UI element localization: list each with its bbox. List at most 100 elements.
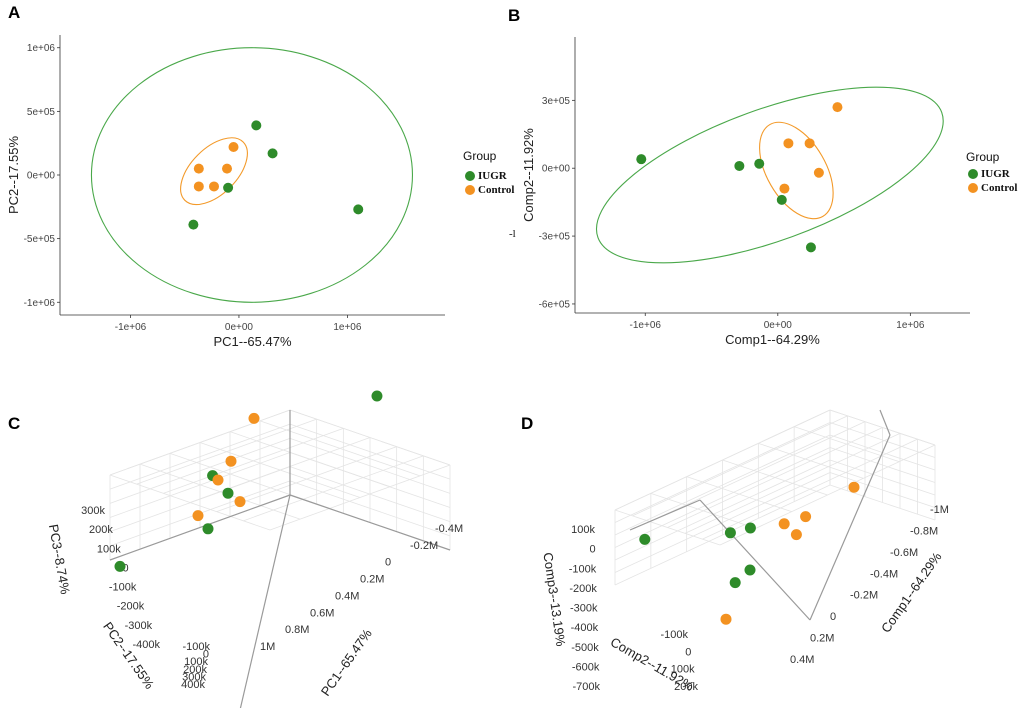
c-gridline <box>199 442 361 498</box>
d-gridline <box>829 472 936 508</box>
c-point-iugr <box>371 390 383 402</box>
a-point-iugr <box>267 148 278 159</box>
legend-label-control-a: Control <box>478 184 515 196</box>
c-point-iugr <box>222 487 234 499</box>
a-xtick-label: 0e+00 <box>225 322 254 333</box>
d-axis-line-0 <box>879 409 891 436</box>
legend-label-iugr-b: IUGR <box>981 168 1010 180</box>
pca-2d-plot-a: 1e+06 5e+05 0e+00 -5e+05 -1e+06 -1e+06 0e+00 1e… <box>6 35 445 349</box>
c-z-tick: 200k <box>89 524 113 536</box>
a-ellipse-iugr <box>90 47 414 303</box>
b-point-control <box>813 167 824 178</box>
legend-dot-control-a <box>465 185 475 195</box>
d-gridline <box>650 492 756 529</box>
c-point-iugr <box>202 523 214 535</box>
legend-dot-iugr-b <box>968 169 978 179</box>
b-ytick-label: -6e+05 <box>539 299 571 310</box>
d-point-control <box>778 518 790 530</box>
c-point-control <box>225 455 237 467</box>
c-z-tick: -100k <box>109 582 137 594</box>
b-point-control <box>783 138 794 149</box>
panel-label-a: A <box>8 3 21 22</box>
a-ytick-label: 0e+00 <box>27 171 56 182</box>
a-point-control <box>193 181 204 192</box>
c-z-tick: -200k <box>117 601 145 613</box>
b-point-iugr <box>636 154 647 165</box>
legend-title-a: Group <box>463 149 497 163</box>
c-point-iugr <box>114 560 126 572</box>
d-point-control <box>720 613 732 625</box>
b-xtick-label: 0e+00 <box>764 320 793 331</box>
legend-label-control-b: Control <box>981 182 1018 194</box>
a-xtick-label: 1e+06 <box>333 322 362 333</box>
legend-item-iugr-b: IUGR <box>968 168 1010 180</box>
c-z-tick: 100k <box>97 543 121 555</box>
d-x-tick: 0.4M <box>790 654 814 666</box>
d-point-iugr <box>724 527 736 539</box>
d-axis-line-1 <box>809 434 891 621</box>
d-z-tick: -200k <box>569 583 597 595</box>
d-z-tick: 0 <box>590 544 596 556</box>
panel-label-d: D <box>521 414 534 433</box>
a-ytick-label: -1e+06 <box>24 298 56 309</box>
b-ytick-label: 0e+00 <box>542 164 571 175</box>
c-axis-line-2 <box>109 494 291 561</box>
legend-item-control-a: Control <box>465 184 514 196</box>
d-gridline <box>829 484 936 521</box>
c-x-tick: -0.4M <box>435 523 463 535</box>
c-axis-title-2: PC3--8.74% <box>46 523 73 596</box>
a-ytick-label: -5e+05 <box>24 234 56 245</box>
d-point-iugr <box>729 577 741 589</box>
d-x-tick: -0.6M <box>890 547 918 559</box>
d-x-tick: 0.2M <box>810 633 834 645</box>
d-axis-line-2 <box>699 499 811 621</box>
d-y-tick: -100k <box>660 629 688 641</box>
a-point-iugr <box>251 120 262 131</box>
d-axis-title-0: Comp1--64.29% <box>878 549 945 636</box>
c-x-tick: 0.2M <box>360 574 384 586</box>
b-point-control <box>832 102 843 113</box>
c-y-tick: 0 <box>203 649 209 661</box>
d-x-tick: -0.4M <box>870 568 898 580</box>
c-z-tick: -400k <box>132 639 160 651</box>
d-z-tick: -300k <box>570 603 598 615</box>
c-y-tick: 200k <box>183 664 207 676</box>
b-ellipse-group-control <box>759 121 834 220</box>
d-point-control <box>790 529 802 541</box>
c-axis-line-3 <box>239 494 291 708</box>
d-x-tick: -0.8M <box>910 525 938 537</box>
c-x-tick: 0.8M <box>285 624 309 636</box>
a-point-control <box>209 181 219 192</box>
c-axis-line-1 <box>289 494 451 551</box>
c-x-tick: 0.4M <box>335 590 359 602</box>
c-gridline <box>269 464 451 531</box>
b-ellipse-group-iugr <box>595 86 944 264</box>
a-point-iugr <box>223 182 234 193</box>
stray-mark: -l <box>509 228 516 240</box>
d-gridline <box>614 484 831 586</box>
c-x-tick: 0 <box>385 557 391 569</box>
b-point-iugr <box>754 158 765 169</box>
a-ellipse-control <box>180 137 248 206</box>
a-point-iugr <box>353 204 364 215</box>
d-point-iugr <box>744 522 756 534</box>
a-ellipse-group-iugr <box>90 47 414 303</box>
a-x-axis-title: PC1--65.47% <box>213 334 291 349</box>
b-ellipse-control <box>759 121 834 220</box>
a-point-control <box>193 163 204 174</box>
pca-3d-plot-c: -0.4M-0.2M00.2M0.4M0.6M0.8M1M-100k0100k2… <box>46 390 463 708</box>
d-x-tick: -0.2M <box>850 590 878 602</box>
b-point-iugr <box>805 242 816 253</box>
c-y-tick: 400k <box>181 679 205 691</box>
c-gridline <box>139 463 301 520</box>
panel-label-b: B <box>508 6 521 25</box>
plsda-3d-plot-d: -1M -0.8M -0.6M -0.4M -0.2M 0 0.2M 0.4M -100k 0 10… <box>540 409 949 694</box>
a-xtick-label: -1e+06 <box>115 322 147 333</box>
c-z-tick: -300k <box>125 620 153 632</box>
d-axis-line-3 <box>629 499 701 531</box>
d-axis-title-2: Comp3--13.19% <box>540 551 568 647</box>
d-z-tick: 100k <box>571 524 595 536</box>
b-ytick-label: 3e+05 <box>542 96 571 107</box>
b-point-control <box>804 138 815 149</box>
b-ellipse-iugr <box>595 86 944 264</box>
